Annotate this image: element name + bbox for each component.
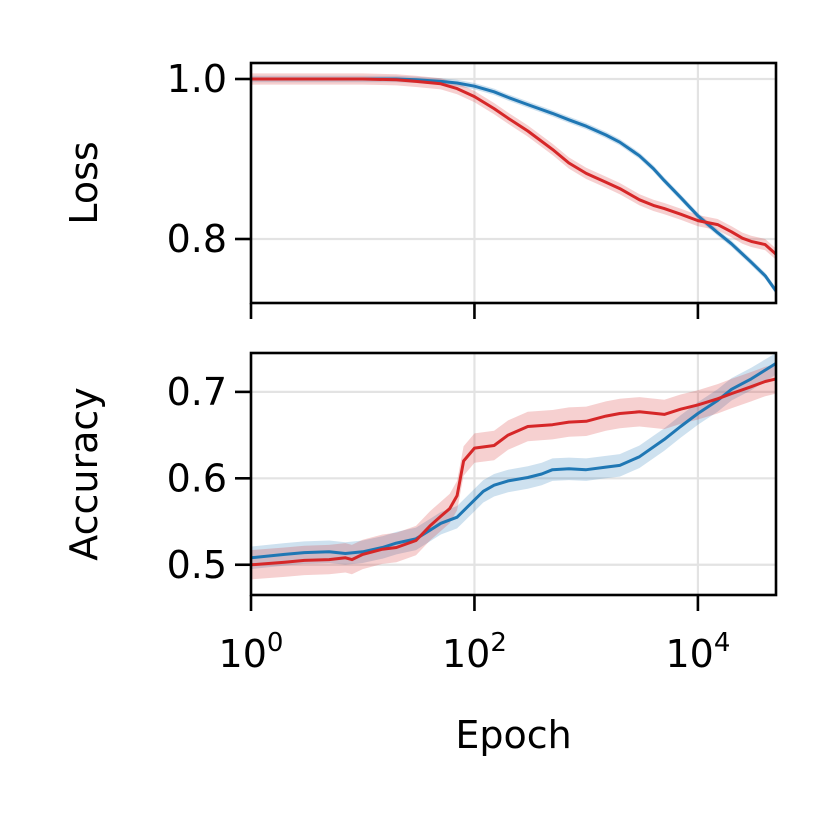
accuracy-series-2-band (251, 364, 776, 580)
accuracy-y-tick-label: 0.7 (167, 370, 227, 414)
loss-y-tick-label: 0.8 (167, 217, 227, 261)
loss-axes-frame (249, 61, 778, 305)
accuracy-y-tick-label: 0.6 (167, 456, 227, 500)
x-tick-label-base: 10 (665, 632, 713, 676)
accuracy-lines (250, 362, 777, 567)
x-tick-label-base: 10 (442, 632, 490, 676)
x-tick-label-exponent: 2 (490, 628, 507, 658)
accuracy-series-2-line (250, 377, 777, 567)
loss-y-tick-label: 1.0 (167, 57, 227, 101)
loss-series-2-line (251, 77, 777, 256)
x-tick-label-exponent: 4 (714, 628, 731, 658)
x-axis-label: Epoch (455, 713, 571, 757)
loss-series-1-band (251, 75, 776, 295)
accuracy-y-axis-label: Accuracy (62, 387, 106, 561)
loss-y-axis-label: Loss (62, 141, 106, 224)
x-tick-label-exponent: 0 (267, 628, 284, 658)
accuracy-axes-frame (249, 351, 778, 597)
loss-lines (251, 77, 778, 292)
loss-ticks: 0.8 1.0 (167, 57, 700, 319)
accuracy-series-1-band (251, 353, 776, 570)
loss-panel: 0.8 1.0 Loss (62, 57, 778, 319)
x-tick-label: 100 (219, 628, 284, 676)
x-tick-label-base: 10 (219, 632, 267, 676)
accuracy-y-tick-label: 0.5 (167, 543, 227, 587)
x-tick-label: 104 (665, 628, 730, 676)
loss-bands (251, 73, 776, 295)
accuracy-series-1-line (250, 362, 777, 560)
accuracy-bands (251, 353, 776, 580)
x-tick-label: 102 (442, 628, 507, 676)
